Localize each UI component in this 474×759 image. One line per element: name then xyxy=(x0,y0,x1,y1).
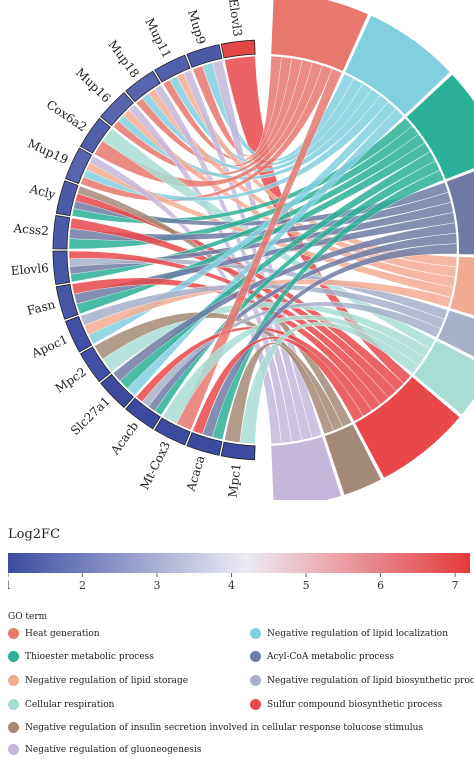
colorbar-tick-label: 4 xyxy=(228,579,235,592)
gene-arc xyxy=(125,397,161,430)
go-legend-item: Negative regulation of insulin secretion… xyxy=(8,722,423,733)
go-legend-swatch xyxy=(8,699,19,710)
colorbar-title: Log2FC xyxy=(8,527,61,542)
chord-ribbon xyxy=(69,217,397,399)
gene-label: Mt-Cox3 xyxy=(137,439,173,492)
term-arc xyxy=(271,436,342,500)
go-legend-label: Negative regulation of gluoneogenesis xyxy=(25,744,202,755)
go-legend-label: Negative regulation of lipid localizatio… xyxy=(267,628,449,639)
chord-ribbon xyxy=(112,222,457,382)
gene-arc xyxy=(52,250,71,286)
gene-label: Cox6a2 xyxy=(44,97,90,134)
go-legend-label: Negative regulation of lipid biosyntheti… xyxy=(267,675,474,686)
go-legend-item: Heat generation xyxy=(8,628,100,639)
go-legend-swatch xyxy=(8,675,19,686)
gene-label: Mup16 xyxy=(73,65,114,105)
go-legend-item: Negative regulation of gluoneogenesis xyxy=(8,744,201,755)
go-legend-item: Acyl-CoA metabolic process xyxy=(250,651,394,662)
gene-label: Mup19 xyxy=(25,136,70,167)
gene-label: Slc27a1 xyxy=(68,394,113,438)
gene-label: Mup18 xyxy=(105,37,142,80)
go-legend-label: Acyl-CoA metabolic process xyxy=(267,651,394,662)
gene-arc xyxy=(186,44,223,68)
term-arc xyxy=(437,310,474,357)
gene-arc xyxy=(125,70,161,103)
gene-arcs xyxy=(52,39,256,461)
colorbar-tick-label: 2 xyxy=(79,579,86,592)
gene-arc xyxy=(100,91,134,127)
go-legend-label: Sulfur compound biosynthetic process xyxy=(267,699,443,710)
term-arc xyxy=(355,377,460,478)
term-arc xyxy=(446,171,474,255)
gene-arc xyxy=(79,117,111,154)
colorbar-ticks: 1 2 3 4 5 6 7 xyxy=(8,573,459,592)
gene-arc xyxy=(220,39,256,59)
gene-label: Elovl6 xyxy=(10,261,49,278)
go-legend-swatch xyxy=(8,651,19,662)
gene-label: Acacb xyxy=(107,419,141,458)
gene-label: Mup9 xyxy=(185,8,209,46)
term-arc xyxy=(414,340,474,415)
go-legend-swatch xyxy=(8,744,19,755)
go-legend-swatch xyxy=(250,628,261,639)
term-arc xyxy=(406,74,474,180)
gene-label: Mpc2 xyxy=(53,365,89,396)
gene-arc xyxy=(154,417,191,446)
go-legend-label: Negative regulation of lipid storage xyxy=(25,675,189,686)
go-legend-swatch xyxy=(250,651,261,662)
go-legend-title: GO term xyxy=(8,612,48,622)
gene-label: Acly xyxy=(27,181,57,201)
go-legend-item: Negative regulation of lipid storage xyxy=(8,675,188,686)
go-legend-item: Thioester metabolic process xyxy=(8,651,154,662)
colorbar-tick-label: 1 xyxy=(8,579,12,592)
chord-ribbon xyxy=(71,277,381,411)
term-arcs xyxy=(271,0,474,500)
log2fc-colorbar: 1 2 3 4 5 6 7 xyxy=(8,553,470,592)
gene-label: Acaca xyxy=(183,454,207,494)
colorbar-tick-label: 3 xyxy=(154,579,161,592)
chord-ribbon xyxy=(202,243,458,438)
gene-arc xyxy=(64,147,93,184)
gene-label: Elovl3 xyxy=(226,0,244,37)
colorbar-tick-label: 6 xyxy=(377,579,384,592)
go-legend-item: Sulfur compound biosynthetic process xyxy=(250,699,442,710)
gene-arc xyxy=(55,283,79,320)
colorbar-tick-label: 7 xyxy=(452,579,459,592)
gene-label: Acss2 xyxy=(12,221,49,238)
chord-ribbon xyxy=(135,326,373,417)
term-arc xyxy=(271,0,368,71)
go-legend-swatch xyxy=(250,675,261,686)
go-legend-item: Negative regulation of lipid biosyntheti… xyxy=(250,675,474,686)
colorbar-tick-label: 5 xyxy=(303,579,310,592)
gene-arc xyxy=(52,214,71,250)
go-legend-swatch xyxy=(8,722,19,733)
term-arc xyxy=(345,15,450,115)
go-legend-swatch xyxy=(250,699,261,710)
go-legend-swatch xyxy=(8,628,19,639)
gene-arc xyxy=(64,316,93,353)
colorbar-gradient xyxy=(8,553,470,573)
gene-arc xyxy=(79,346,111,383)
chord-ribbon xyxy=(68,250,389,405)
gene-label: Mup11 xyxy=(142,16,174,61)
gene-label: Mpc1 xyxy=(226,463,244,499)
term-arc xyxy=(450,256,474,316)
go-legend-label: Negative regulation of insulin secretion… xyxy=(25,722,424,733)
go-legend-label: Thioester metabolic process xyxy=(25,651,154,662)
go-legend-label: Cellular respiration xyxy=(25,699,115,710)
gene-arc xyxy=(55,180,79,217)
gene-arc xyxy=(220,441,256,461)
gene-label: Fasn xyxy=(25,297,56,318)
gene-arc xyxy=(154,54,191,83)
go-legend-label: Heat generation xyxy=(25,628,100,639)
gene-arc xyxy=(100,373,134,409)
gene-arc xyxy=(186,432,223,456)
gene-label: Apoc1 xyxy=(29,332,70,361)
term-arc xyxy=(324,424,381,495)
go-legend-item: Cellular respiration xyxy=(8,699,114,710)
go-legend-item: Negative regulation of lipid localizatio… xyxy=(250,628,448,639)
chord-ribbons xyxy=(68,55,458,445)
